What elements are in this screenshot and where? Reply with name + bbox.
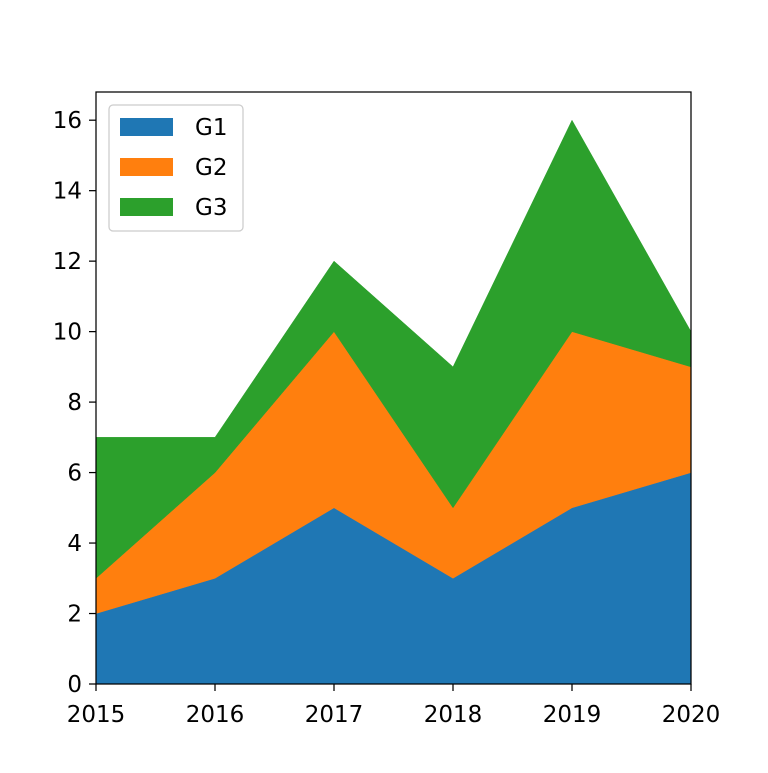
y-tick-label: 0 (67, 672, 82, 698)
legend-swatch-g2 (120, 158, 173, 176)
x-tick-label: 2018 (424, 702, 483, 728)
plot-frame (95, 91, 692, 685)
x-tick-label: 2019 (543, 702, 602, 728)
y-axis: 0 2 4 6 8 10 12 14 16 (53, 108, 96, 698)
x-axis: 2015 2016 2017 2018 2019 2020 (67, 684, 721, 728)
legend-label-g1: G1 (195, 115, 227, 141)
y-tick-label: 16 (53, 108, 82, 134)
y-tick-label: 2 (67, 602, 82, 628)
y-tick-label: 6 (67, 461, 82, 487)
y-tick-label: 12 (53, 249, 82, 275)
x-tick-label: 2020 (662, 702, 721, 728)
legend-label-g3: G3 (195, 195, 227, 221)
y-tick-label: 14 (53, 179, 82, 205)
legend: G1 G2 G3 (108, 104, 244, 232)
x-tick-label: 2015 (67, 702, 126, 728)
y-tick-label: 10 (53, 320, 82, 346)
legend-swatch-g1 (120, 118, 173, 136)
y-tick-label: 4 (67, 531, 82, 557)
legend-swatch-g3 (120, 198, 173, 216)
y-tick-label: 8 (67, 390, 82, 416)
legend-label-g2: G2 (195, 155, 227, 181)
x-tick-label: 2016 (186, 702, 245, 728)
x-tick-label: 2017 (305, 702, 364, 728)
